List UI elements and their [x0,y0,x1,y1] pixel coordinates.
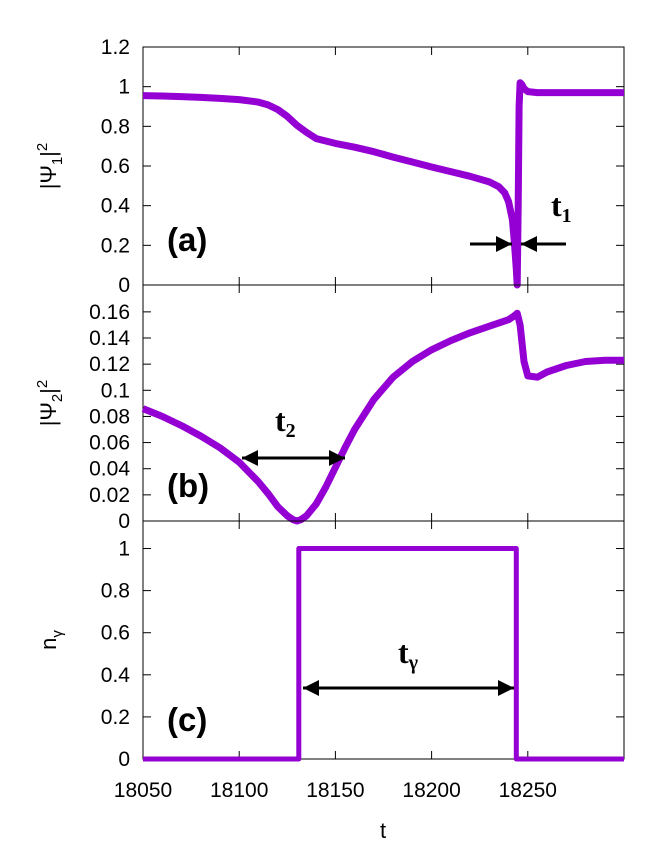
annotation-sub: 1 [562,205,572,227]
y-axis-label-bar: | [36,151,61,157]
annotation-text: t1 [551,187,572,227]
y-axis-label-sub: 1 [49,157,66,165]
y-axis-label: nγ [36,630,66,650]
data-series-line [141,309,624,525]
plot-frame [142,46,625,286]
x-tick-label: 18050 [114,779,172,802]
annotation-arrow-head [303,680,319,696]
y-axis-label-sup: 2 [34,380,51,388]
y-tick-label: 1 [118,538,130,561]
y-axis-label: |Ψ2|2 [34,380,66,427]
x-tick-label: 18200 [402,779,460,802]
annotation-main: t [398,634,409,670]
y-tick-label: 0 [118,748,130,771]
x-tick-label: 18100 [210,779,268,802]
y-tick-label: 1 [118,76,130,99]
annotation-text: tγ [398,634,419,674]
panel-label: (c) [167,701,207,738]
plot-frame [142,520,625,760]
y-tick-label: 0.8 [101,115,130,138]
y-tick-label: 0 [118,510,130,533]
y-axis-label: |Ψ1|2 [34,143,66,190]
y-tick-label: 0.6 [101,622,130,645]
y-tick-label: 0.14 [89,327,130,350]
y-tick-label: 0.6 [101,155,130,178]
y-axis-label-main: |Ψ [36,402,61,426]
y-tick-label: 0 [118,274,130,297]
y-tick-label: 0.02 [89,484,130,507]
annotation-text: t2 [275,402,296,442]
annotation-arrow-head [242,450,258,466]
panel-label: (b) [167,467,209,504]
panel-b: 00.020.040.060.080.10.120.140.16|Ψ2|2(b)… [34,284,625,533]
y-axis-label-sub: γ [49,630,66,638]
annotation-sub: 2 [286,420,296,442]
y-tick-label: 0.08 [89,405,130,428]
panel-a: 00.20.40.60.811.2|Ψ1|2(a)t1 [34,36,625,297]
y-tick-label: 0.16 [89,301,130,324]
annotation-arrow-head [521,236,537,252]
annotation-sub: γ [408,652,419,674]
annotation-arrow-head [498,680,514,696]
y-tick-label: 1.2 [101,36,130,59]
y-axis-label-sub: 2 [49,394,66,402]
y-tick-label: 0.8 [101,580,130,603]
data-series-line [142,79,624,289]
annotation-main: t [551,187,562,223]
x-tick-label: 18150 [306,779,364,802]
y-axis-label-main: n [36,638,61,650]
annotation-arrow-head [496,236,512,252]
annotation-arrow-head [329,450,345,466]
y-tick-label: 0.2 [101,706,130,729]
y-axis-label-bar: | [36,388,61,394]
y-tick-label: 0.12 [89,353,130,376]
y-tick-label: 0.4 [101,195,131,218]
y-tick-label: 0.04 [89,458,130,481]
y-tick-label: 0.1 [101,379,130,402]
y-tick-label: 0.2 [101,234,130,257]
y-axis-label-sup: 2 [34,143,51,151]
data-series-line [143,546,624,762]
y-axis-label-main: |Ψ [36,165,61,189]
annotation-main: t [275,402,286,438]
plot-frame [142,284,625,522]
x-tick-label: 18250 [499,779,557,802]
y-tick-label: 0.06 [89,432,130,455]
x-axis-label: t [380,818,386,843]
panel-label: (a) [167,221,207,258]
y-tick-label: 0.4 [101,664,131,687]
